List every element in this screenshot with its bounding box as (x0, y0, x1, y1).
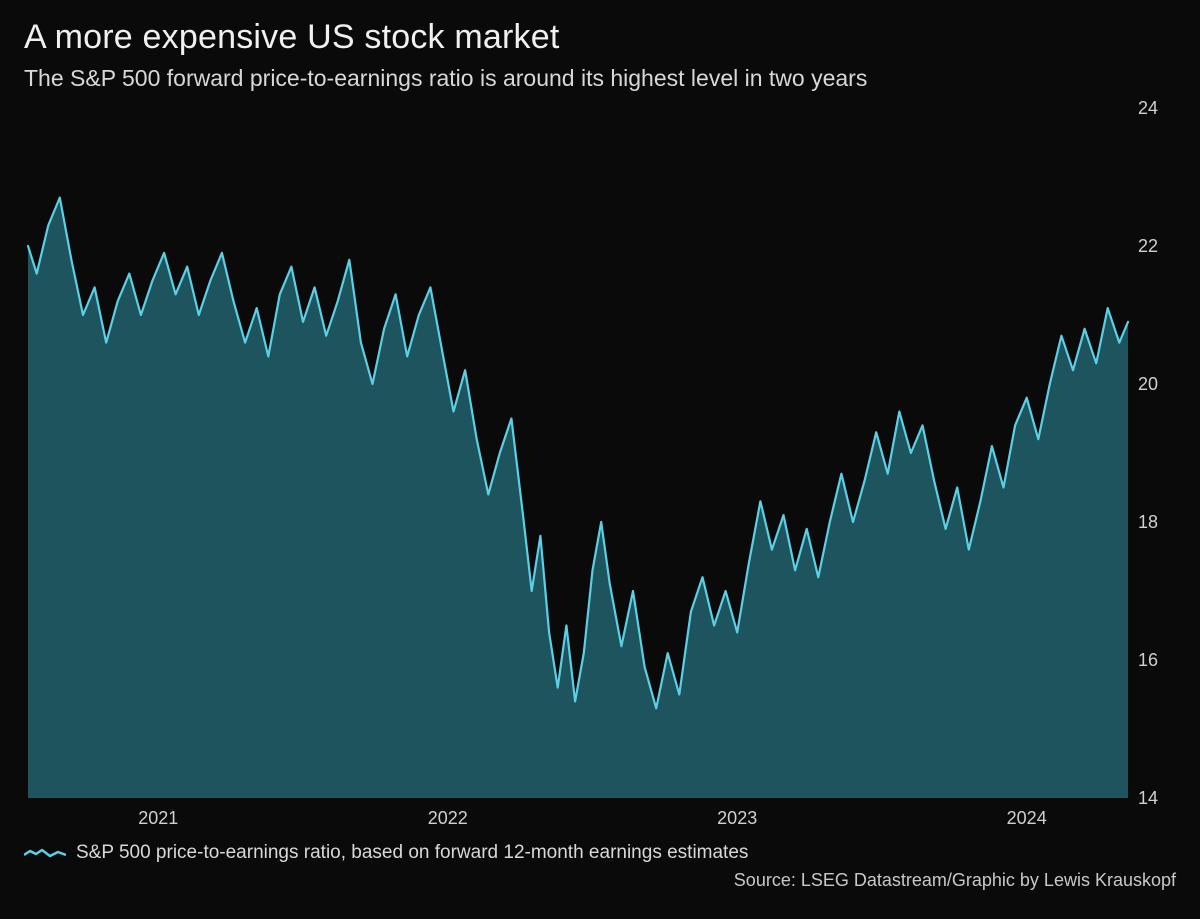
x-tick-label: 2022 (428, 808, 468, 828)
x-tick-label: 2024 (1007, 808, 1047, 828)
legend-line-icon (24, 850, 66, 856)
x-tick-label: 2021 (138, 808, 178, 828)
y-tick-label: 18 (1138, 512, 1158, 532)
chart-legend: S&P 500 price-to-earnings ratio, based o… (24, 842, 1176, 864)
y-tick-label: 22 (1138, 236, 1158, 256)
chart-title: A more expensive US stock market (24, 18, 1176, 57)
y-tick-label: 20 (1138, 374, 1158, 394)
y-tick-label: 14 (1138, 788, 1158, 808)
chart-container: A more expensive US stock market The S&P… (0, 0, 1200, 919)
area-chart-svg: 1416182022242021202220232024 (24, 98, 1176, 838)
chart-source: Source: LSEG Datastream/Graphic by Lewis… (24, 870, 1176, 891)
plot-area: 1416182022242021202220232024 (24, 98, 1176, 838)
legend-swatch (24, 846, 66, 860)
y-tick-label: 24 (1138, 98, 1158, 118)
chart-subtitle: The S&P 500 forward price-to-earnings ra… (24, 65, 1176, 92)
x-tick-label: 2023 (717, 808, 757, 828)
y-tick-label: 16 (1138, 650, 1158, 670)
legend-label: S&P 500 price-to-earnings ratio, based o… (76, 842, 748, 864)
